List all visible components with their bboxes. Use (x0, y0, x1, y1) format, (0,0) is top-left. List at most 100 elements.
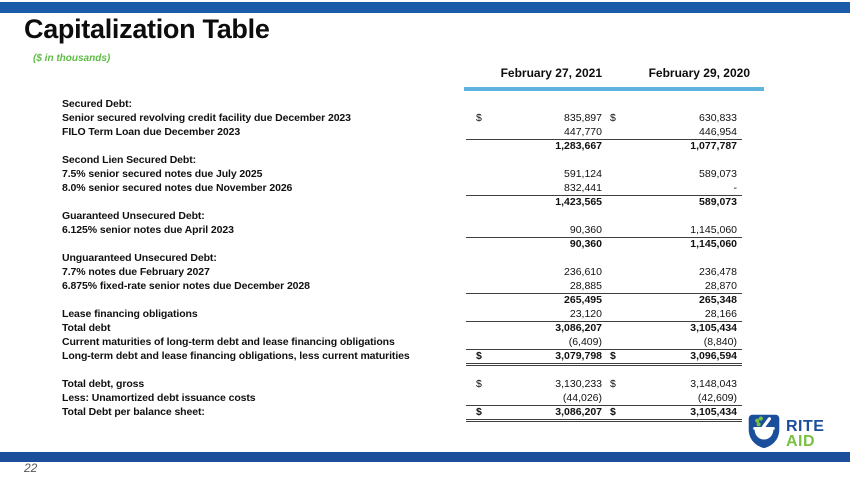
table-row: Total debt 3,086,207 3,105,434 (62, 321, 742, 335)
dollar-sign-2020: $ (610, 112, 616, 124)
header-underline (464, 87, 764, 91)
bottom-accent-bar (0, 452, 850, 462)
value-feb-2020: - (733, 182, 738, 194)
dollar-sign-2021: $ (476, 350, 482, 362)
table-row: Unguaranteed Unsecured Debt: (62, 251, 742, 265)
value-feb-2020: 1,145,060 (690, 238, 737, 250)
value-feb-2020: 3,105,434 (690, 406, 737, 418)
value-feb-2020: 28,166 (704, 308, 737, 320)
value-feb-2020: 28,870 (704, 280, 737, 292)
rite-aid-wordmark: RITE AID (786, 417, 825, 450)
table-row: Total debt, gross $3,130,233 $3,148,043 (62, 377, 742, 391)
row-label: Long-term debt and lease financing oblig… (62, 350, 410, 362)
row-values (466, 251, 742, 265)
column-header-feb-2021: February 27, 2021 (500, 66, 602, 80)
page-title: Capitalization Table (24, 14, 270, 44)
value-feb-2020: (8,840) (703, 336, 737, 348)
row-values: (44,026) (42,609) (466, 391, 742, 406)
value-feb-2020: 1,077,787 (690, 140, 737, 152)
rite-aid-logo: RITE AID (746, 413, 824, 454)
value-feb-2021: 591,124 (564, 168, 602, 180)
row-label: Less: Unamortized debt issuance costs (62, 392, 256, 404)
row-label: FILO Term Loan due December 2023 (62, 126, 241, 138)
row-values (466, 153, 742, 167)
column-header-feb-2020: February 29, 2020 (648, 66, 750, 80)
value-feb-2021: 832,441 (564, 182, 602, 194)
row-values: 447,770 446,954 (466, 125, 742, 140)
row-values (466, 209, 742, 223)
row-values: 832,441 - (466, 181, 742, 196)
units-note: ($ in thousands) (33, 53, 111, 64)
table-row: Current maturities of long-term debt and… (62, 335, 742, 350)
value-feb-2021: 28,885 (569, 280, 602, 292)
top-accent-bar (0, 2, 850, 13)
logo-word-rite: RITE (786, 417, 825, 435)
row-values: 3,086,207 3,105,434 (466, 321, 742, 335)
dollar-sign-2020: $ (610, 378, 616, 390)
row-label: Total Debt per balance sheet: (62, 406, 205, 418)
row-values: $3,079,798 $3,096,594 (466, 349, 742, 366)
row-values: 591,124 589,073 (466, 167, 742, 181)
table-row: 1,283,667 1,077,787 (62, 139, 742, 153)
value-feb-2021: 3,086,207 (555, 322, 602, 334)
dollar-sign-2021: $ (476, 112, 482, 124)
row-values: $3,086,207 $3,105,434 (466, 405, 742, 422)
value-feb-2021: 23,120 (569, 308, 602, 320)
table-row: Total Debt per balance sheet: $3,086,207 $… (62, 405, 742, 422)
table-row: 90,360 1,145,060 (62, 237, 742, 251)
value-feb-2020: 236,478 (699, 266, 737, 278)
dollar-sign-2021: $ (476, 406, 482, 418)
row-label: Guaranteed Unsecured Debt: (62, 210, 205, 222)
table-row: 6.875% fixed-rate senior notes due Decem… (62, 279, 742, 294)
row-label: 8.0% senior secured notes due November 2… (62, 182, 293, 194)
table-row: Second Lien Secured Debt: (62, 153, 742, 167)
value-feb-2020: 446,954 (699, 126, 737, 138)
value-feb-2021: (44,026) (562, 392, 602, 404)
row-values: 23,120 28,166 (466, 307, 742, 322)
value-feb-2021: 3,086,207 (555, 406, 602, 418)
table-row: Secured Debt: (62, 97, 742, 111)
table-row: FILO Term Loan due December 2023 447,770 4… (62, 125, 742, 140)
page-number: 22 (24, 461, 38, 475)
value-feb-2021: 265,495 (564, 294, 602, 306)
dollar-sign-2020: $ (610, 350, 616, 362)
row-label: Lease financing obligations (62, 308, 198, 320)
row-values: 1,423,565 589,073 (466, 195, 742, 209)
value-feb-2020: 1,145,060 (690, 224, 737, 236)
logo-word-aid: AID (786, 432, 816, 450)
row-label: 6.875% fixed-rate senior notes due Decem… (62, 280, 310, 292)
table-row: Long-term debt and lease financing oblig… (62, 349, 742, 366)
table-row: 7.7% notes due February 2027 236,610 236,4… (62, 265, 742, 279)
row-label: Total debt, gross (62, 378, 145, 390)
row-label: Secured Debt: (62, 98, 132, 110)
row-label: 7.5% senior secured notes due July 2025 (62, 168, 263, 180)
cap-table-body: Secured Debt: Senior secured revolving cr… (62, 97, 742, 422)
table-row: 7.5% senior secured notes due July 2025 5… (62, 167, 742, 181)
value-feb-2020: 589,073 (699, 196, 737, 208)
table-row: Less: Unamortized debt issuance costs (44… (62, 391, 742, 406)
row-values: $835,897 $630,833 (466, 111, 742, 125)
table-row: Senior secured revolving credit facility… (62, 111, 742, 125)
row-label: Total debt (62, 322, 111, 334)
dollar-sign-2020: $ (610, 406, 616, 418)
table-row: 265,495 265,348 (62, 293, 742, 307)
table-row: Guaranteed Unsecured Debt: (62, 209, 742, 223)
value-feb-2021: 1,283,667 (555, 140, 602, 152)
row-values: 236,610 236,478 (466, 265, 742, 279)
value-feb-2021: 90,360 (569, 238, 602, 250)
value-feb-2020: 630,833 (699, 112, 737, 124)
row-label: Second Lien Secured Debt: (62, 154, 197, 166)
value-feb-2021: 3,130,233 (555, 378, 602, 390)
table-row: 8.0% senior secured notes due November 2… (62, 181, 742, 196)
value-feb-2020: 265,348 (699, 294, 737, 306)
value-feb-2020: 3,148,043 (690, 378, 737, 390)
value-feb-2020: 3,105,434 (690, 322, 737, 334)
row-values: 28,885 28,870 (466, 279, 742, 294)
value-feb-2020: (42,609) (697, 392, 737, 404)
value-feb-2020: 3,096,594 (690, 350, 737, 362)
value-feb-2021: 90,360 (569, 224, 602, 236)
row-values: 90,360 1,145,060 (466, 223, 742, 238)
row-label: Current maturities of long-term debt and… (62, 336, 395, 348)
rite-aid-shield-icon (746, 413, 782, 454)
